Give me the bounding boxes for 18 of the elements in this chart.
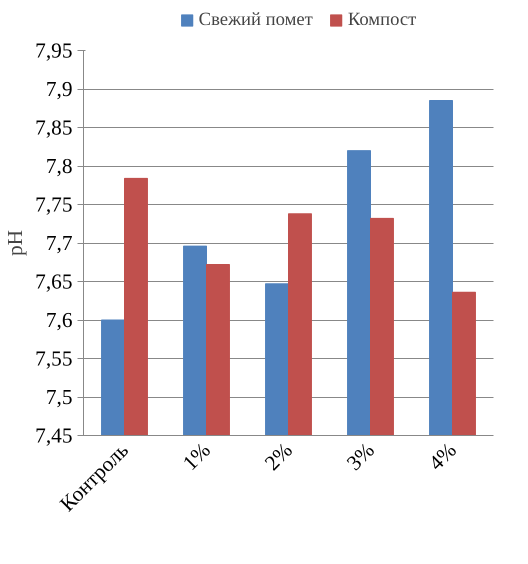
y-tick-label: 7,85 — [35, 116, 73, 140]
x-tick-label: 2% — [260, 438, 298, 476]
y-tick-label: 7,8 — [46, 154, 73, 178]
y-tick-label: 7,7 — [46, 231, 73, 255]
x-tick-label: 1% — [178, 438, 216, 476]
y-tick-label: 7,45 — [35, 424, 73, 448]
y-axis-title: pH — [3, 230, 28, 256]
x-tick-label: 4% — [424, 438, 462, 476]
y-tick-label: 7,6 — [46, 308, 73, 332]
y-tick-label: 7,75 — [35, 192, 73, 216]
x-tick-label: 3% — [342, 438, 380, 476]
legend-label: Компост — [348, 9, 416, 31]
y-tick-label: 7,55 — [35, 346, 73, 370]
y-tick-label: 7,95 — [35, 38, 73, 62]
y-tick-label: 7,9 — [46, 77, 73, 101]
legend-label: Свежий помет — [198, 9, 313, 31]
y-tick-label: 7,5 — [46, 385, 73, 409]
y-tick-label: 7,65 — [35, 270, 73, 294]
